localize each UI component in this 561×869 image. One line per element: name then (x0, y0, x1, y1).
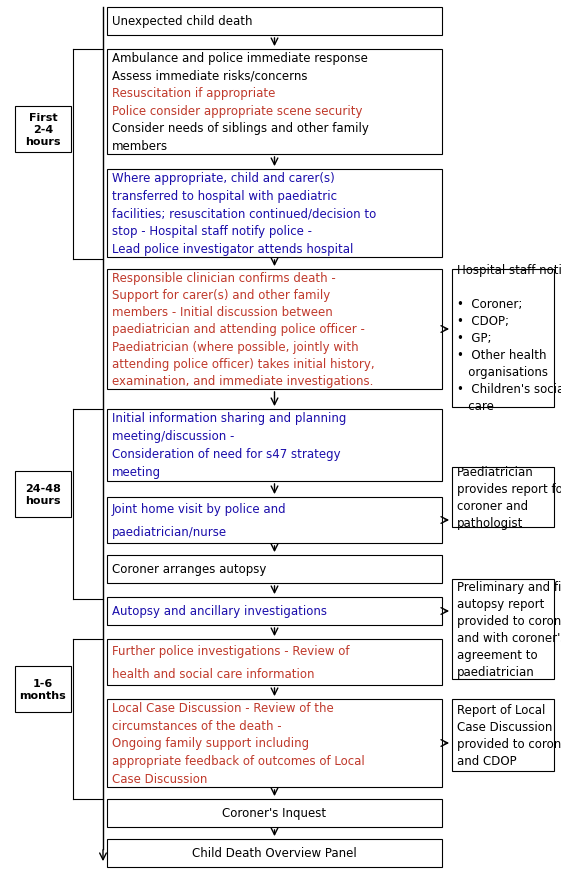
Text: Unexpected child death: Unexpected child death (112, 16, 252, 29)
Bar (107, 799, 442, 827)
Text: facilities; resuscitation continued/decision to: facilities; resuscitation continued/deci… (112, 208, 376, 220)
Bar (107, 8, 442, 36)
Text: meeting: meeting (112, 466, 161, 479)
Bar (15, 667, 71, 713)
Text: Support for carer(s) and other family: Support for carer(s) and other family (112, 289, 330, 302)
Bar (107, 700, 442, 787)
Text: Initial information sharing and planning: Initial information sharing and planning (112, 412, 346, 425)
Bar (107, 169, 442, 258)
Text: Coroner arranges autopsy: Coroner arranges autopsy (112, 563, 266, 576)
Text: health and social care information: health and social care information (112, 667, 315, 680)
Bar (107, 555, 442, 583)
Text: Paediatrician (where possible, jointly with: Paediatrician (where possible, jointly w… (112, 341, 358, 353)
Text: Case Discussion: Case Discussion (112, 772, 208, 785)
Text: members: members (112, 140, 168, 153)
Text: paediatrician and attending police officer -: paediatrician and attending police offic… (112, 323, 365, 336)
Bar (107, 50, 442, 155)
Bar (452, 468, 554, 527)
Text: stop - Hospital staff notify police -: stop - Hospital staff notify police - (112, 225, 312, 238)
Text: Child Death Overview Panel: Child Death Overview Panel (192, 846, 357, 859)
Text: meeting/discussion -: meeting/discussion - (112, 430, 234, 443)
Text: Paediatrician
provides report for
coroner and
pathologist: Paediatrician provides report for corone… (457, 466, 561, 529)
Bar (107, 839, 442, 867)
Text: attending police officer) takes initial history,: attending police officer) takes initial … (112, 357, 375, 370)
Text: Where appropriate, child and carer(s): Where appropriate, child and carer(s) (112, 172, 335, 185)
Text: Responsible clinician confirms death -: Responsible clinician confirms death - (112, 272, 335, 285)
Text: Hospital staff notify:

•  Coroner;
•  CDOP;
•  GP;
•  Other health
   organisat: Hospital staff notify: • Coroner; • CDOP… (457, 264, 561, 413)
Text: 1-6
months: 1-6 months (20, 678, 66, 700)
Bar (107, 269, 442, 389)
Text: Report of Local
Case Discussion
provided to coroner
and CDOP: Report of Local Case Discussion provided… (457, 703, 561, 767)
Text: examination, and immediate investigations.: examination, and immediate investigation… (112, 375, 374, 388)
Text: Ambulance and police immediate response: Ambulance and police immediate response (112, 52, 368, 65)
Text: transferred to hospital with paediatric: transferred to hospital with paediatric (112, 189, 337, 202)
Text: Coroner's Inquest: Coroner's Inquest (223, 806, 327, 819)
Text: paediatrician/nurse: paediatrician/nurse (112, 526, 227, 539)
Bar (107, 597, 442, 626)
Text: Resuscitation if appropriate: Resuscitation if appropriate (112, 87, 275, 100)
Text: First
2-4
hours: First 2-4 hours (25, 112, 61, 147)
Text: Autopsy and ancillary investigations: Autopsy and ancillary investigations (112, 605, 327, 618)
Text: 24-48
hours: 24-48 hours (25, 483, 61, 506)
Text: Consider needs of siblings and other family: Consider needs of siblings and other fam… (112, 123, 369, 135)
Text: Assess immediate risks/concerns: Assess immediate risks/concerns (112, 70, 307, 83)
Text: appropriate feedback of outcomes of Local: appropriate feedback of outcomes of Loca… (112, 754, 365, 767)
Bar (452, 580, 554, 680)
Text: Joint home visit by police and: Joint home visit by police and (112, 502, 287, 515)
Bar (15, 472, 71, 517)
Text: circumstances of the death -: circumstances of the death - (112, 719, 282, 732)
Text: Consideration of need for s47 strategy: Consideration of need for s47 strategy (112, 448, 341, 461)
Text: Lead police investigator attends hospital: Lead police investigator attends hospita… (112, 242, 353, 255)
Text: Preliminary and final
autopsy report
provided to coroner,
and with coroner's
agr: Preliminary and final autopsy report pro… (457, 580, 561, 678)
Bar (452, 269, 554, 408)
Bar (452, 700, 554, 771)
Bar (107, 409, 442, 481)
Text: Further police investigations - Review of: Further police investigations - Review o… (112, 644, 350, 657)
Bar (107, 640, 442, 686)
Text: Police consider appropriate scene security: Police consider appropriate scene securi… (112, 104, 362, 117)
Text: Local Case Discussion - Review of the: Local Case Discussion - Review of the (112, 701, 334, 714)
Text: members - Initial discussion between: members - Initial discussion between (112, 306, 333, 319)
Bar (15, 107, 71, 153)
Bar (107, 497, 442, 543)
Text: Ongoing family support including: Ongoing family support including (112, 737, 309, 750)
